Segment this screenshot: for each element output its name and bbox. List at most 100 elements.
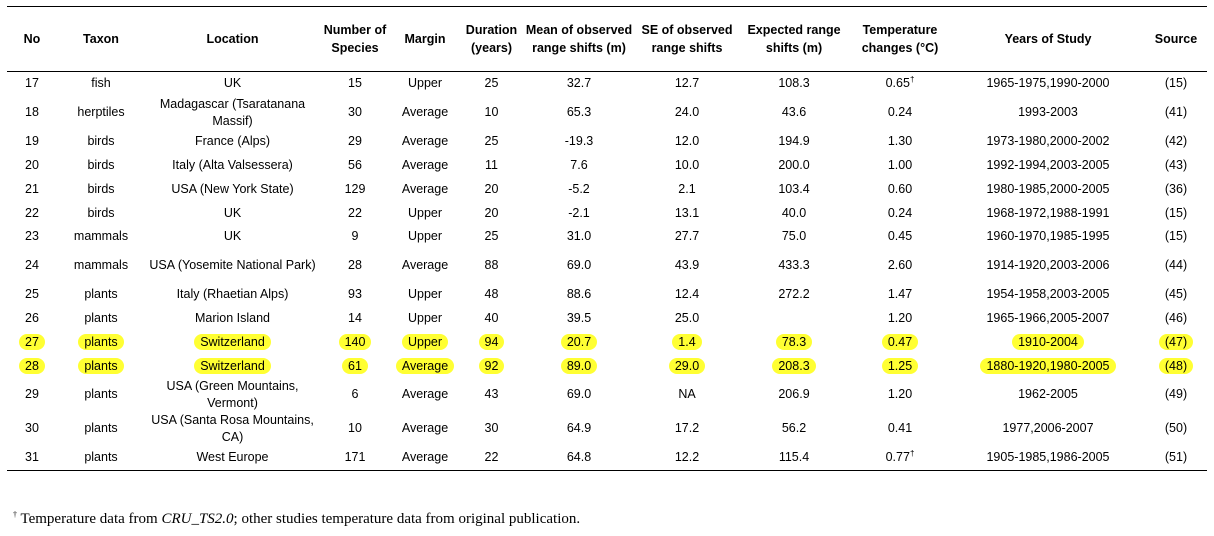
cell-source: (41) [1145, 96, 1207, 130]
cell-duration-text: 22 [484, 450, 499, 465]
cell-margin-text: Upper [407, 229, 443, 244]
cell-number-of-species: 9 [320, 225, 390, 249]
cell-temperature-change: 1.20 [849, 378, 951, 412]
cell-duration-text: 40 [484, 310, 499, 325]
cell-taxon-text: plants [84, 310, 118, 325]
table-row: 30 plants USA (Santa Rosa Mountains, CA) 10… [7, 412, 1207, 446]
cell-margin: Average [390, 130, 460, 154]
cell-expected-shift-text: 108.3 [778, 76, 810, 91]
cell-years-of-study: 1973-1980,2000-2002 [951, 130, 1145, 154]
table-header-row: No Taxon Location Number of Species Marg… [7, 6, 1207, 72]
cell-no-text: 23 [25, 229, 39, 244]
cell-no: 19 [7, 130, 57, 154]
cell-expected-shift: 75.0 [739, 225, 849, 249]
cell-location-text: Madagascar (Tsaratanana Massif) [159, 96, 306, 128]
cell-years-of-study: 1905-1985,1986-2005 [951, 445, 1145, 471]
cell-number-of-species-text: 22 [348, 205, 362, 220]
cell-years-of-study-text: 1880-1920,1980-2005 [980, 357, 1116, 374]
cell-years-of-study: 1993-2003 [951, 96, 1145, 130]
cell-no: 28 [7, 354, 57, 378]
cell-source: (36) [1145, 177, 1207, 201]
cell-duration: 94 [460, 330, 523, 354]
cell-margin-text: Average [401, 421, 449, 436]
cell-location: West Europe [145, 445, 320, 471]
cell-location-text: USA (Santa Rosa Mountains, CA) [151, 412, 314, 444]
cell-margin: Average [390, 378, 460, 412]
cell-se-observed-shift: 27.7 [635, 225, 739, 249]
cell-expected-shift: 108.3 [739, 72, 849, 96]
table-footnote: † Temperature data from CRU_TS2.0; other… [13, 511, 580, 528]
cell-duration: 92 [460, 354, 523, 378]
cell-se-observed-shift: 17.2 [635, 412, 739, 446]
cell-years-of-study-text: 1992-1994,2003-2005 [986, 157, 1110, 172]
cell-se-observed-shift-text: 27.7 [674, 229, 700, 244]
cell-temperature-change: 1.30 [849, 130, 951, 154]
cell-years-of-study-text: 1954-1958,2003-2005 [986, 287, 1110, 302]
cell-source: (48) [1145, 354, 1207, 378]
header-no: No [7, 6, 57, 72]
cell-expected-shift-text: 206.9 [778, 387, 810, 402]
cell-no: 27 [7, 330, 57, 354]
cell-duration-text: 25 [484, 134, 499, 149]
table-row: 18 herptiles Madagascar (Tsaratanana Massi… [7, 96, 1207, 130]
cell-taxon-text: herptiles [77, 105, 125, 120]
cell-mean-observed-shift: -5.2 [523, 177, 635, 201]
cell-mean-observed-shift-text: 39.5 [566, 310, 592, 325]
cell-duration-text: 30 [484, 421, 499, 436]
cell-duration-text: 94 [478, 333, 505, 350]
cell-se-observed-shift-text: NA [678, 387, 696, 402]
cell-mean-observed-shift-text: 69.0 [566, 258, 592, 273]
cell-margin-text: Average [401, 258, 449, 273]
cell-margin-text: Upper [407, 205, 443, 220]
cell-no: 20 [7, 154, 57, 178]
cell-source: (46) [1145, 307, 1207, 331]
cell-margin-text: Average [401, 450, 449, 465]
cell-mean-observed-shift-text: -5.2 [568, 181, 590, 196]
cell-location-text: France (Alps) [194, 134, 271, 149]
cell-mean-observed-shift: 39.5 [523, 307, 635, 331]
cell-temperature-change-text: 1.20 [887, 310, 913, 325]
cell-source-text: (50) [1164, 421, 1188, 436]
cell-mean-observed-shift-text: 65.3 [566, 105, 592, 120]
cell-mean-observed-shift-text: 7.6 [570, 157, 588, 172]
cell-location-text: USA (Green Mountains, Vermont) [166, 378, 299, 410]
cell-temperature-change: 0.45 [849, 225, 951, 249]
cell-expected-shift: 103.4 [739, 177, 849, 201]
cell-temperature-change-text: 0.60 [887, 181, 913, 196]
cell-se-observed-shift: 2.1 [635, 177, 739, 201]
cell-se-observed-shift-text: 24.0 [674, 105, 700, 120]
cell-temperature-change-text: 2.60 [887, 258, 913, 273]
cell-years-of-study-text: 1965-1975,1990-2000 [986, 76, 1110, 91]
cell-mean-observed-shift: 64.9 [523, 412, 635, 446]
cell-source: (15) [1145, 72, 1207, 96]
cell-temperature-change: 1.25 [849, 354, 951, 378]
cell-expected-shift-text: 272.2 [778, 287, 810, 302]
cell-number-of-species-text: 15 [348, 76, 362, 91]
cell-source-text: (42) [1164, 134, 1188, 149]
cell-no-text: 29 [25, 387, 39, 402]
cell-expected-shift: 208.3 [739, 354, 849, 378]
cell-margin-text: Average [401, 134, 449, 149]
cell-mean-observed-shift-text: 20.7 [560, 333, 598, 350]
cell-number-of-species: 171 [320, 445, 390, 471]
cell-years-of-study-text: 1980-1985,2000-2005 [986, 181, 1110, 196]
cell-source-text: (44) [1164, 258, 1188, 273]
cell-location-text: UK [223, 205, 242, 220]
cell-number-of-species: 15 [320, 72, 390, 96]
cell-duration-text: 20 [484, 181, 499, 196]
cell-no-text: 19 [25, 134, 39, 149]
cell-taxon: herptiles [57, 96, 145, 130]
cell-number-of-species: 129 [320, 177, 390, 201]
cell-expected-shift-text: 115.4 [778, 450, 810, 465]
cell-taxon: mammals [57, 249, 145, 283]
cell-margin: Upper [390, 330, 460, 354]
header-taxon: Taxon [57, 6, 145, 72]
cell-number-of-species-text: 28 [348, 258, 362, 273]
header-expected-shift: Expected range shifts (m) [739, 6, 849, 72]
cell-years-of-study-text: 1968-1972,1988-1991 [986, 205, 1110, 220]
cell-source-text: (45) [1164, 287, 1188, 302]
range-shift-table: No Taxon Location Number of Species Marg… [7, 6, 1207, 471]
cell-number-of-species: 28 [320, 249, 390, 283]
cell-location: USA (New York State) [145, 177, 320, 201]
cell-location: UK [145, 201, 320, 225]
